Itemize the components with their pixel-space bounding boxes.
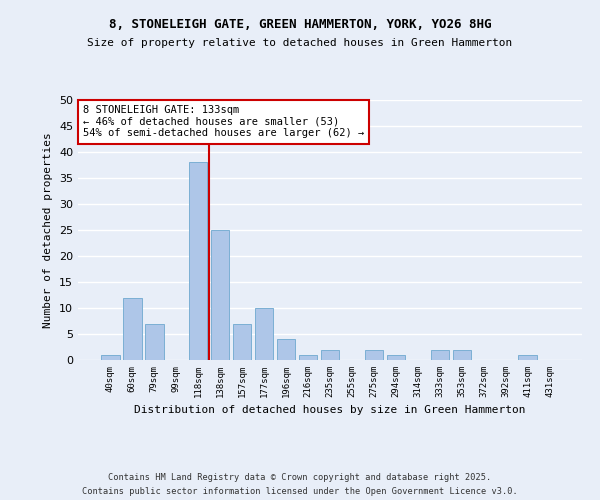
Bar xyxy=(145,324,164,360)
Text: Size of property relative to detached houses in Green Hammerton: Size of property relative to detached ho… xyxy=(88,38,512,48)
X-axis label: Distribution of detached houses by size in Green Hammerton: Distribution of detached houses by size … xyxy=(134,406,526,415)
Bar xyxy=(386,355,405,360)
Bar xyxy=(277,339,295,360)
Bar xyxy=(255,308,274,360)
Y-axis label: Number of detached properties: Number of detached properties xyxy=(43,132,53,328)
Bar xyxy=(123,298,142,360)
Bar xyxy=(431,350,449,360)
Text: 8, STONELEIGH GATE, GREEN HAMMERTON, YORK, YO26 8HG: 8, STONELEIGH GATE, GREEN HAMMERTON, YOR… xyxy=(109,18,491,30)
Text: Contains HM Land Registry data © Crown copyright and database right 2025.: Contains HM Land Registry data © Crown c… xyxy=(109,472,491,482)
Text: Contains public sector information licensed under the Open Government Licence v3: Contains public sector information licen… xyxy=(82,488,518,496)
Bar xyxy=(101,355,119,360)
Bar xyxy=(365,350,383,360)
Bar xyxy=(233,324,251,360)
Bar xyxy=(189,162,208,360)
Bar xyxy=(518,355,537,360)
Bar xyxy=(299,355,317,360)
Bar xyxy=(452,350,471,360)
Bar xyxy=(320,350,340,360)
Text: 8 STONELEIGH GATE: 133sqm
← 46% of detached houses are smaller (53)
54% of semi-: 8 STONELEIGH GATE: 133sqm ← 46% of detac… xyxy=(83,105,364,138)
Bar xyxy=(211,230,229,360)
